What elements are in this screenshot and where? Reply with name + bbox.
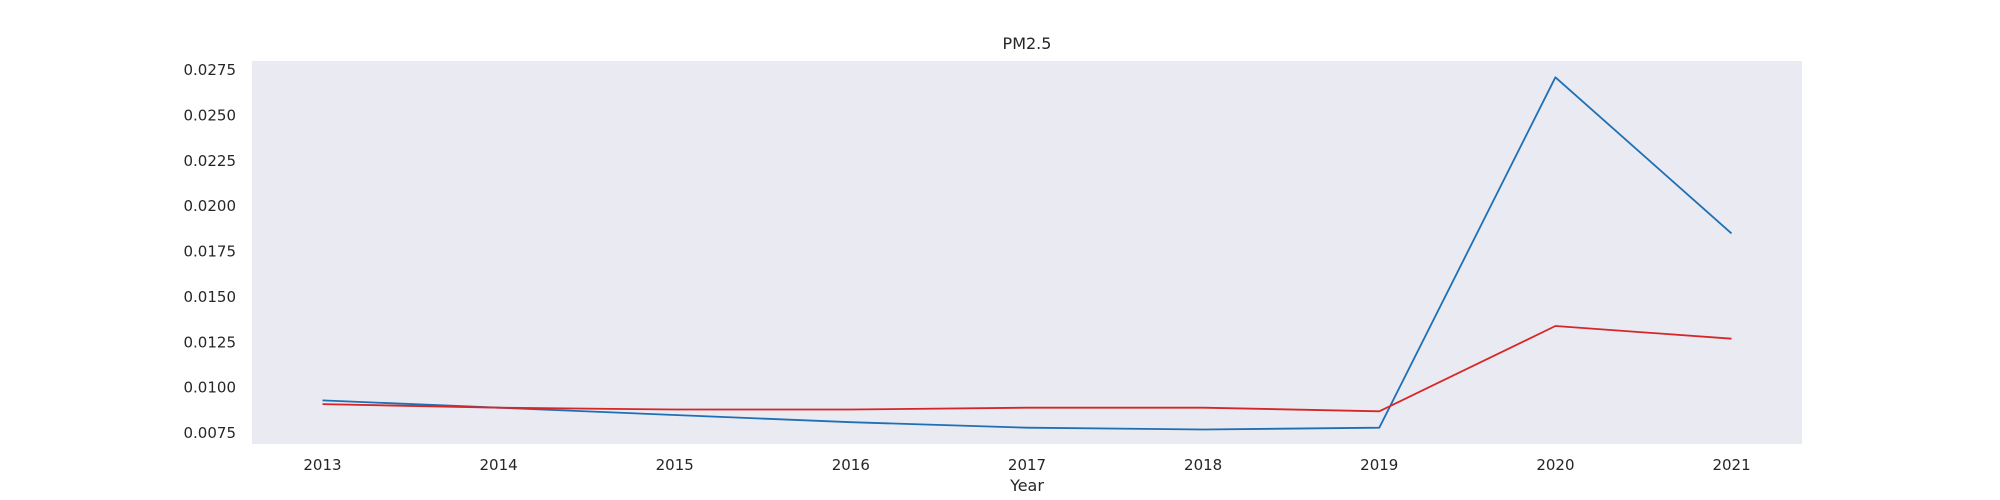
series-line-2 bbox=[322, 325, 1732, 413]
series-layer bbox=[322, 76, 1733, 431]
x-tick-label: 2017 bbox=[1008, 456, 1046, 474]
x-tick-label: 2018 bbox=[1184, 456, 1222, 474]
y-tick-label: 0.0250 bbox=[184, 106, 237, 124]
y-tick-label: 0.0175 bbox=[184, 243, 237, 261]
chart-title: PM2.5 bbox=[1003, 34, 1052, 53]
plot-area bbox=[252, 61, 1802, 444]
y-tick-label: 0.0075 bbox=[184, 424, 237, 442]
x-tick-label: 2019 bbox=[1360, 456, 1398, 474]
y-tick-label: 0.0100 bbox=[184, 379, 237, 397]
x-tick-label: 2020 bbox=[1536, 456, 1574, 474]
y-tick-labels: 0.0075 0.0100 0.0125 0.0150 0.0175 0.0200 0.02… bbox=[184, 61, 237, 442]
y-tick-label: 0.0150 bbox=[184, 288, 237, 306]
y-tick-label: 0.0225 bbox=[184, 152, 237, 170]
series-line-1 bbox=[322, 76, 1733, 431]
x-axis-label: Year bbox=[1009, 476, 1044, 495]
x-tick-label: 2021 bbox=[1712, 456, 1750, 474]
x-tick-label: 2014 bbox=[479, 456, 517, 474]
x-tick-label: 2015 bbox=[656, 456, 694, 474]
x-tick-label: 2016 bbox=[832, 456, 870, 474]
y-tick-label: 0.0200 bbox=[184, 197, 237, 215]
x-tick-labels: 2013 2014 2015 2016 2017 2018 2019 2020 2021 bbox=[303, 456, 1750, 474]
y-tick-label: 0.0125 bbox=[184, 333, 237, 351]
x-tick-label: 2013 bbox=[303, 456, 341, 474]
y-tick-label: 0.0275 bbox=[184, 61, 237, 79]
